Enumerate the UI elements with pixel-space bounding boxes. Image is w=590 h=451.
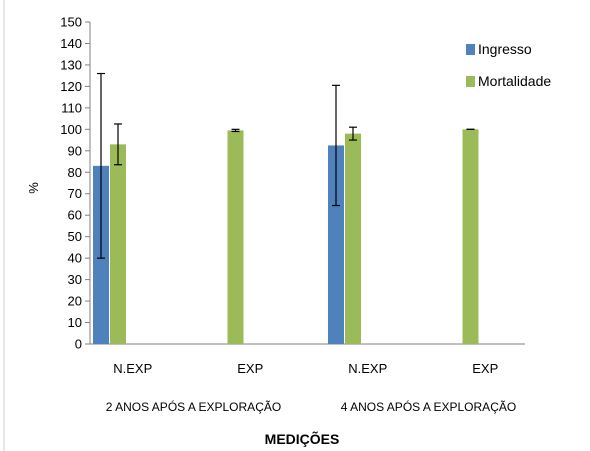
bar-mortalidade-2	[345, 133, 361, 344]
y-tick-label: 20	[68, 294, 82, 309]
x-tick-label: EXP	[472, 361, 498, 376]
y-tick-label: 120	[60, 79, 82, 94]
y-tick-label: 40	[68, 251, 82, 266]
bars	[93, 129, 479, 344]
y-tick-label: 140	[60, 36, 82, 51]
bar-ingresso-2	[328, 145, 344, 344]
legend: Ingresso Mortalidade	[466, 41, 551, 89]
y-tick-label: 60	[68, 208, 82, 223]
y-axis-label: %	[26, 182, 41, 194]
y-tick-label: 50	[68, 229, 82, 244]
x-tick-label: N.EXP	[113, 361, 152, 376]
x-axis: N.EXP EXP N.EXP EXP 2 ANOS APÓS A EXPLORAÇÃO…	[90, 343, 525, 414]
y-tick-label: 30	[68, 272, 82, 287]
y-tick-label: 150	[60, 15, 82, 30]
bar-mortalidade-1	[227, 130, 244, 344]
error-bars	[97, 72, 475, 259]
y-tick-label: 0	[75, 337, 82, 352]
bar-mortalidade-3	[462, 129, 479, 344]
legend-swatch-mortalidade	[466, 76, 475, 87]
y-tick-label: 130	[60, 57, 82, 72]
bar-mortalidade-0	[110, 144, 126, 344]
legend-label-mortalidade: Mortalidade	[478, 73, 551, 89]
y-tick-label: 80	[68, 165, 82, 180]
y-tick-label: 100	[60, 122, 82, 137]
y-tick-label: 70	[68, 186, 82, 201]
legend-swatch-ingresso	[466, 44, 475, 55]
y-tick-label: 10	[68, 315, 82, 330]
x-axis-label: MEDIÇÕES	[265, 430, 340, 447]
x-tick-label: EXP	[237, 361, 263, 376]
y-tick-label: 110	[61, 100, 82, 115]
y-axis: 0 10 20 30 40 50 60 70 80 90 100 110 120 130 140 150	[60, 15, 91, 352]
x-tick-label: N.EXP	[348, 361, 387, 376]
legend-label-ingresso: Ingresso	[478, 41, 532, 57]
group-label: 4 ANOS APÓS A EXPLORAÇÃO	[341, 399, 516, 414]
group-label: 2 ANOS APÓS A EXPLORAÇÃO	[106, 399, 281, 414]
y-tick-label: 90	[68, 143, 82, 158]
